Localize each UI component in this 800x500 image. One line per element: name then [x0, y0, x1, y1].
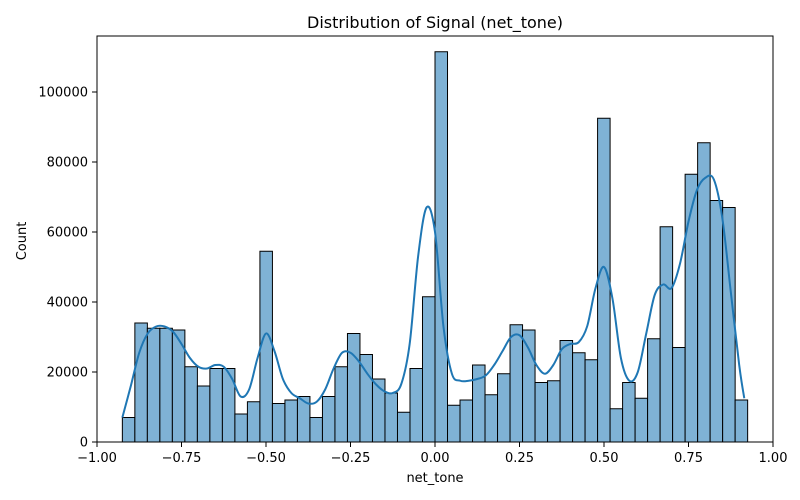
- histogram-bar: [321, 396, 336, 443]
- histogram-bar: [709, 200, 724, 443]
- histogram-bar: [209, 368, 223, 443]
- histogram-bar: [309, 417, 323, 443]
- y-tick-label: 80000: [47, 156, 88, 171]
- histogram-bar: [384, 392, 398, 443]
- histogram-bar: [672, 347, 686, 443]
- histogram-bar: [509, 324, 524, 443]
- histogram-bar: [259, 250, 273, 443]
- histogram-bar: [334, 366, 348, 443]
- y-tick-label: 20000: [47, 366, 88, 381]
- x-tick-label: 0.00: [421, 451, 450, 466]
- kde-layer: [121, 174, 746, 418]
- x-tick-label: 0.25: [505, 451, 534, 466]
- y-tick-label: 0: [80, 436, 88, 451]
- y-tick-label: 100000: [38, 86, 88, 101]
- histogram-bar: [559, 340, 574, 443]
- histogram-bar: [246, 401, 261, 443]
- y-tick-label: 60000: [47, 226, 88, 241]
- histogram-bar: [584, 359, 599, 443]
- histogram-bar: [134, 322, 148, 443]
- histogram-bar: [547, 380, 561, 443]
- histogram-bar: [234, 413, 248, 443]
- histogram-bar: [647, 338, 661, 443]
- histogram-bar: [421, 296, 436, 443]
- histogram-bar: [371, 378, 386, 443]
- x-axis-label: net_tone: [406, 471, 463, 486]
- histogram-bar: [196, 385, 211, 443]
- histogram-bar: [609, 408, 624, 443]
- histogram-bar: [534, 382, 549, 443]
- histogram-bar: [459, 399, 474, 443]
- kde-line: [121, 174, 746, 418]
- histogram-bar: [659, 226, 674, 443]
- x-tick-label: −1.00: [77, 451, 117, 466]
- histogram-bar: [522, 329, 536, 443]
- x-tick-label: −0.50: [246, 451, 286, 466]
- histogram-bar: [572, 352, 586, 443]
- histogram-bar: [121, 417, 136, 443]
- histogram-bar: [622, 382, 636, 443]
- histogram-bar: [684, 173, 699, 443]
- histogram-bar: [634, 397, 649, 443]
- x-tick-label: −0.75: [162, 451, 202, 466]
- bars-layer: [121, 51, 749, 443]
- chart-title: Distribution of Signal (net_tone): [307, 13, 563, 33]
- y-axis-label: Count: [15, 222, 30, 261]
- histogram-bar: [146, 327, 161, 443]
- x-tick-label: 1.00: [759, 451, 788, 466]
- histogram-bar: [184, 366, 198, 443]
- histogram-bar: [346, 333, 361, 443]
- x-tick-label: 0.50: [590, 451, 619, 466]
- histogram-bar: [447, 404, 461, 443]
- histogram-bar: [734, 399, 749, 443]
- histogram-bar: [396, 411, 411, 443]
- x-tick-label: 0.75: [674, 451, 703, 466]
- histogram-bar: [697, 142, 711, 443]
- x-tick-label: −0.25: [331, 451, 371, 466]
- y-tick-label: 40000: [47, 296, 88, 311]
- axes-layer: −1.00 −0.75 −0.50 −0.25 0.00 0.25 0.50 0.75 1.00…: [38, 35, 788, 466]
- histogram-bar: [271, 403, 286, 443]
- histogram-bar: [497, 373, 511, 443]
- histogram-bar: [409, 368, 423, 443]
- histogram-bar: [484, 394, 499, 443]
- histogram-bar: [159, 327, 173, 443]
- histogram-bar: [284, 399, 298, 443]
- histogram-bar: [359, 354, 373, 443]
